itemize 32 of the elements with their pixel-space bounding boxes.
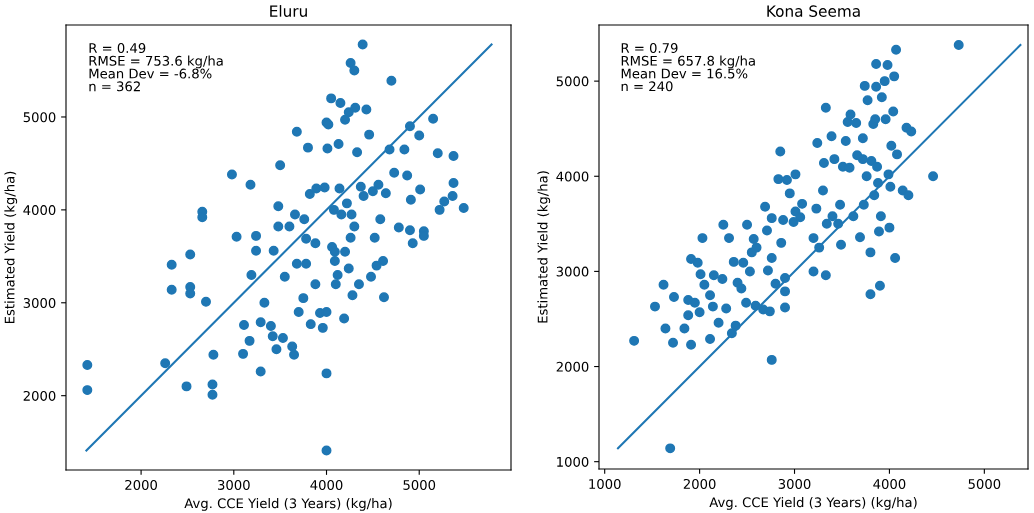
y-tick-label: 3000 [556,266,589,277]
x-tick-label: 3000 [218,479,250,490]
y-tick-label: 5000 [556,76,589,87]
y-tick-label: 4000 [556,171,589,182]
x-tick-label: 5000 [968,478,1001,489]
x-tick-label: 4000 [310,479,343,490]
y-tick-label: 4000 [23,205,56,216]
x-tick-label: 2000 [125,479,158,490]
y-axis-title: Estimated Yield (kg/ha) [4,171,18,324]
x-tick-label: 5000 [403,479,436,490]
annotation: RMSE = 657.8 kg/ha [621,55,755,69]
y-tick-label: 5000 [23,112,56,123]
x-axis-title: Avg. CCE Yield (3 Years) (kg/ha) [709,497,917,510]
annotation: Mean Dev = -6.8% [89,68,212,79]
x-tick-label: 3000 [778,478,811,489]
y-axis-title: Estimated Yield (kg/ha) [537,171,551,323]
x-axis-title: Avg. CCE Yield (3 Years) (kg/ha) [184,498,392,511]
annotation: n = 362 [89,81,140,92]
annotation: R = 0.49 [89,43,146,54]
chart-title: Eluru [270,5,307,17]
y-tick-label: 1000 [557,456,589,467]
y-tick-label: 3000 [23,298,56,308]
chart-title: Kona Seema [767,5,860,17]
x-tick-label: 4000 [873,478,906,489]
y-tick-label: 2000 [556,361,589,372]
annotation: n = 240 [621,81,673,92]
x-tick-label: 1000 [589,478,621,489]
annotation: RMSE = 753.6 kg/ha [89,55,223,69]
y-tick-label: 2000 [23,390,56,401]
x-tick-label: 2000 [683,478,716,489]
annotation: Mean Dev = 16.5% [621,68,748,79]
annotation: R = 0.79 [621,42,678,53]
